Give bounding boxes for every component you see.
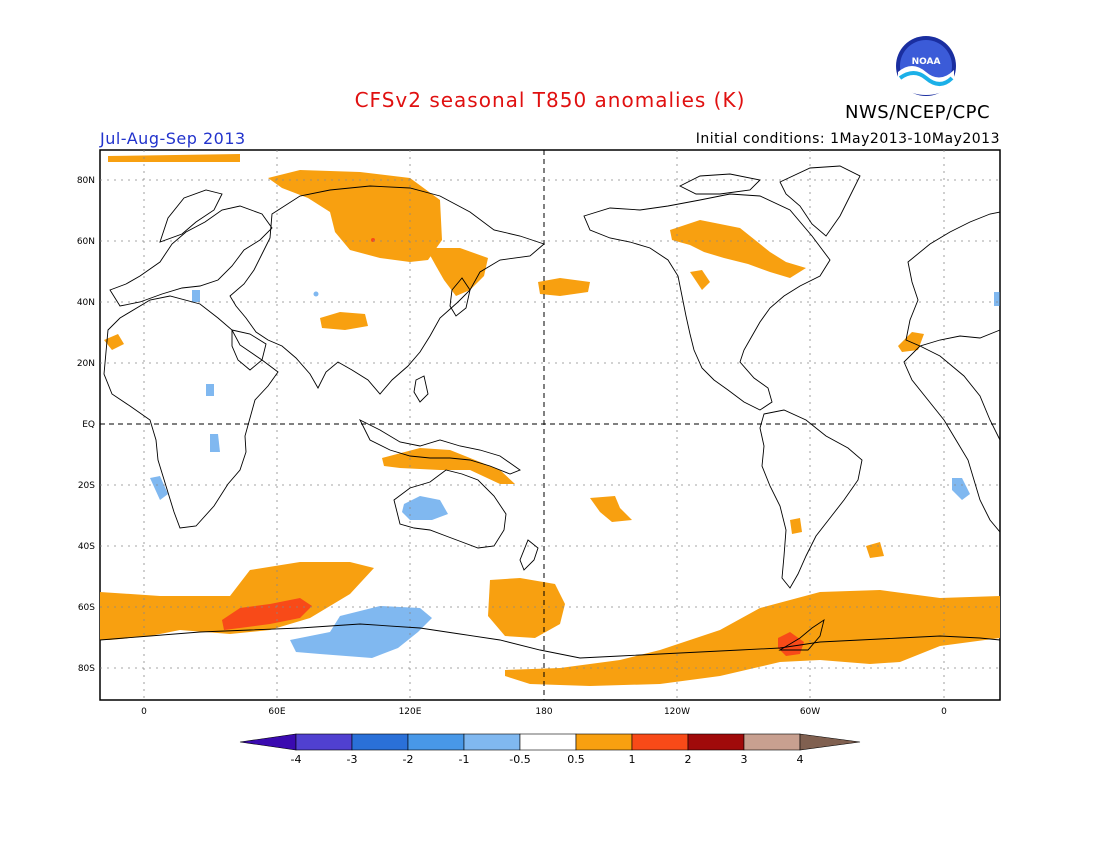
coast-south-america xyxy=(759,409,863,589)
anomaly-positive-south-pacific xyxy=(590,496,632,522)
coast-japan xyxy=(449,277,471,317)
anomaly-positive-canada-small xyxy=(690,270,710,290)
longitude-labels: 0 60E 120E 180 120W 60W 0 xyxy=(141,707,947,717)
colorbar-cell xyxy=(631,733,689,751)
season-label: Jul-Aug-Sep 2013 xyxy=(100,129,246,148)
colorbar-cell xyxy=(463,733,521,751)
coast-europe-wrap xyxy=(905,211,1001,347)
coast-antarctic-peninsula xyxy=(778,618,825,651)
colorbar-label: 0.5 xyxy=(567,753,585,766)
anomaly-negative-antarctic-indian xyxy=(290,606,432,658)
colorbar-label: -4 xyxy=(291,753,302,766)
colorbar-cell xyxy=(407,733,465,751)
colorbar-label: 2 xyxy=(685,753,692,766)
lat-label-40s: 40S xyxy=(78,542,95,552)
anomaly-negative-south-atlantic-east xyxy=(952,478,970,500)
anomaly-positive-south-america xyxy=(790,518,802,534)
colorbar-cell xyxy=(687,733,745,751)
coast-indonesia xyxy=(358,418,521,475)
colorbar-cell xyxy=(519,733,577,751)
coast-north-america xyxy=(583,193,831,411)
anomaly-positive-east-asia xyxy=(426,248,488,296)
lon-label-0: 0 xyxy=(141,707,147,717)
colorbar-label: 3 xyxy=(741,753,748,766)
lat-label-40n: 40N xyxy=(77,298,95,308)
anomaly-positive-arctic xyxy=(108,154,240,162)
colorbar-label: 4 xyxy=(797,753,804,766)
colorbar-cell xyxy=(351,733,409,751)
coast-scandinavia xyxy=(159,189,223,243)
graticule xyxy=(100,150,1000,700)
anomaly-positive-southern-ocean-indian xyxy=(100,562,374,640)
anomaly-positive-indonesia xyxy=(382,448,515,484)
agency-label: NWS/NCEP/CPC xyxy=(845,102,991,123)
colorbar-label: -3 xyxy=(347,753,358,766)
coast-philippines xyxy=(413,375,429,403)
anomaly-negative-horn xyxy=(206,384,214,396)
lon-label-60w: 60W xyxy=(800,707,820,717)
colorbar-cell xyxy=(295,733,353,751)
anomaly-strong-positive-indian-ocean xyxy=(222,598,312,630)
anomaly-negative-east-africa xyxy=(210,434,220,452)
coast-arctic-islands xyxy=(678,173,761,195)
lat-label-20s: 20S xyxy=(78,481,95,491)
coastlines xyxy=(99,165,1001,659)
anomaly-positive-north-america xyxy=(670,220,806,278)
noaa-logo: NOAA xyxy=(896,36,956,96)
anomaly-negative-mediterranean-east xyxy=(994,292,1000,306)
chart-title: CFSv2 seasonal T850 anomalies (K) xyxy=(354,88,746,112)
lon-label-0-east: 0 xyxy=(941,707,947,717)
latitude-labels: 80N 60N 40N 20N EQ 20S 40S 60S 80S xyxy=(77,176,95,674)
anomaly-positive-southern-ocean-pacific xyxy=(488,578,565,638)
lat-label-60s: 60S xyxy=(78,603,95,613)
coast-antarctica xyxy=(99,623,1001,659)
coast-africa xyxy=(103,295,279,529)
colorbar-label: 1 xyxy=(629,753,636,766)
lat-label-60n: 60N xyxy=(77,237,95,247)
initial-conditions-label: Initial conditions: 1May2013-10May2013 xyxy=(695,131,1000,147)
equator-dateline xyxy=(100,150,1000,700)
colorbar-label: -1 xyxy=(459,753,470,766)
noaa-logo-text: NOAA xyxy=(912,57,941,67)
anomaly-positive-west-africa xyxy=(104,334,124,350)
colorbar: -4 -3 -2 -1 -0.5 0.5 1 2 3 4 xyxy=(239,733,861,766)
lon-label-120w: 120W xyxy=(664,707,690,717)
coast-new-zealand xyxy=(519,539,539,571)
coast-africa-wrap xyxy=(903,345,1001,534)
coast-greenland xyxy=(779,165,861,237)
anomaly-positive-tibet xyxy=(320,312,368,330)
coast-arabia xyxy=(231,329,267,371)
anomaly-positive-antarctic-pacific xyxy=(505,590,1000,686)
anomaly-negative-mediterranean xyxy=(192,290,200,302)
lat-label-20n: 20N xyxy=(77,359,95,369)
lon-label-180: 180 xyxy=(535,707,552,717)
colorbar-cell-below xyxy=(239,733,297,751)
colorbar-cell xyxy=(575,733,633,751)
lat-label-80s: 80S xyxy=(78,664,95,674)
anomaly-positive-siberia xyxy=(268,170,442,262)
lat-label-80n: 80N xyxy=(77,176,95,186)
lat-label-eq: EQ xyxy=(82,420,95,430)
coast-australia xyxy=(393,469,507,549)
anomaly-positive-north-pacific xyxy=(538,278,590,296)
coast-asia xyxy=(229,185,545,395)
colorbar-cell-above xyxy=(799,733,861,751)
colorbar-label: -2 xyxy=(403,753,414,766)
anomaly-shading xyxy=(100,154,1000,686)
anomaly-negative-southwest-africa xyxy=(150,476,168,500)
anomaly-negative-caspian-dot xyxy=(313,291,319,297)
colorbar-label: -0.5 xyxy=(509,753,530,766)
lon-label-60e: 60E xyxy=(268,707,285,717)
colorbar-cell xyxy=(743,733,801,751)
coast-europe xyxy=(109,205,273,307)
anomaly-negative-australia xyxy=(402,496,448,520)
lon-label-120e: 120E xyxy=(399,707,422,717)
